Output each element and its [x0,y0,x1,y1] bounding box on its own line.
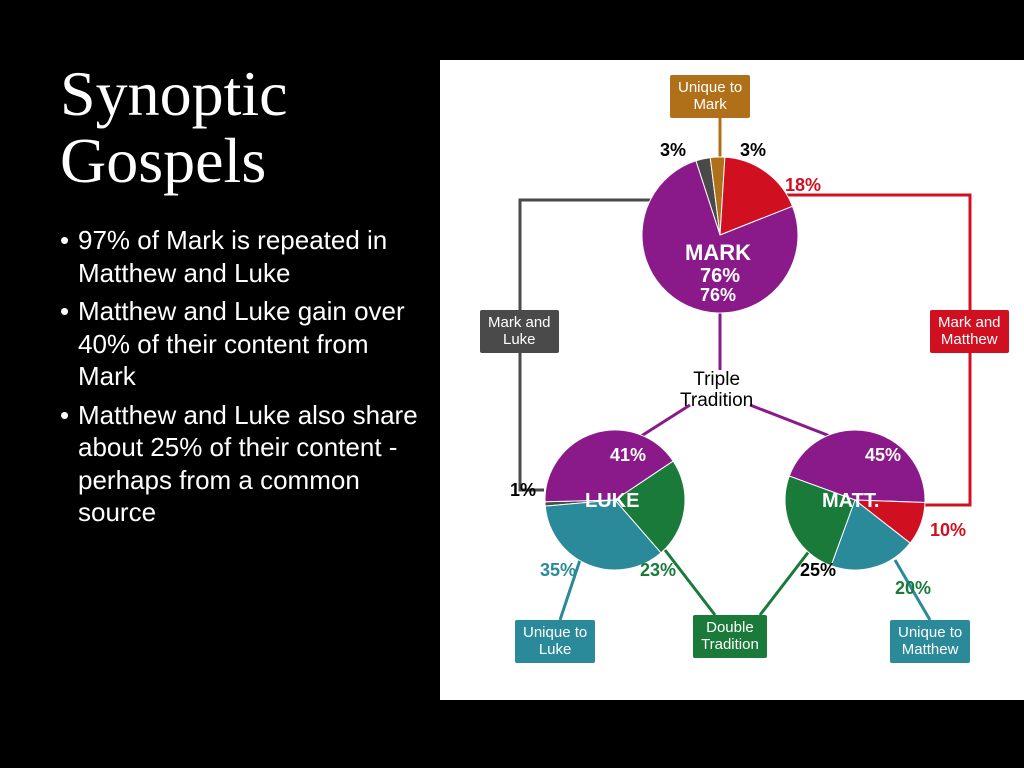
bullet-item: 97% of Mark is repeated in Matthew and L… [60,224,420,289]
pct-luke_35: 35% [540,560,576,581]
label-mark-luke: Mark andLuke [480,310,559,353]
mark-name: MARK [685,240,751,266]
pct-matt_10: 10% [930,520,966,541]
pct-matt_20: 20% [895,578,931,599]
diagram-panel: Unique toMark Mark andLuke Mark andMatth… [440,60,1024,700]
label-unique-luke: Unique toLuke [515,620,595,663]
label-unique-matthew: Unique toMatthew [890,620,970,663]
pct-luke_1: 1% [510,480,536,501]
label-triple: TripleTradition [680,370,753,412]
label-unique-mark: Unique toMark [670,75,750,118]
slide-title: Synoptic Gospels [60,60,420,194]
bullet-item: Matthew and Luke also share about 25% of… [60,399,420,529]
pct-luke_41: 41% [610,445,646,466]
bullet-item: Matthew and Luke gain over 40% of their … [60,295,420,393]
pct-mark_3a: 3% [660,140,686,161]
pct-matt_45: 45% [865,445,901,466]
bullet-list: 97% of Mark is repeated in Matthew and L… [60,224,420,529]
pct-matt_25: 25% [800,560,836,581]
label-mark-matthew: Mark andMatthew [930,310,1009,353]
luke-name: LUKE [585,490,639,513]
pct-luke_23: 23% [640,560,676,581]
pct-mark_18: 18% [785,175,821,196]
label-double: DoubleTradition [693,615,767,658]
pct-mark_3b: 3% [740,140,766,161]
pct-mark_76: 76% [700,285,736,306]
matt-name: MATT. [822,490,879,513]
